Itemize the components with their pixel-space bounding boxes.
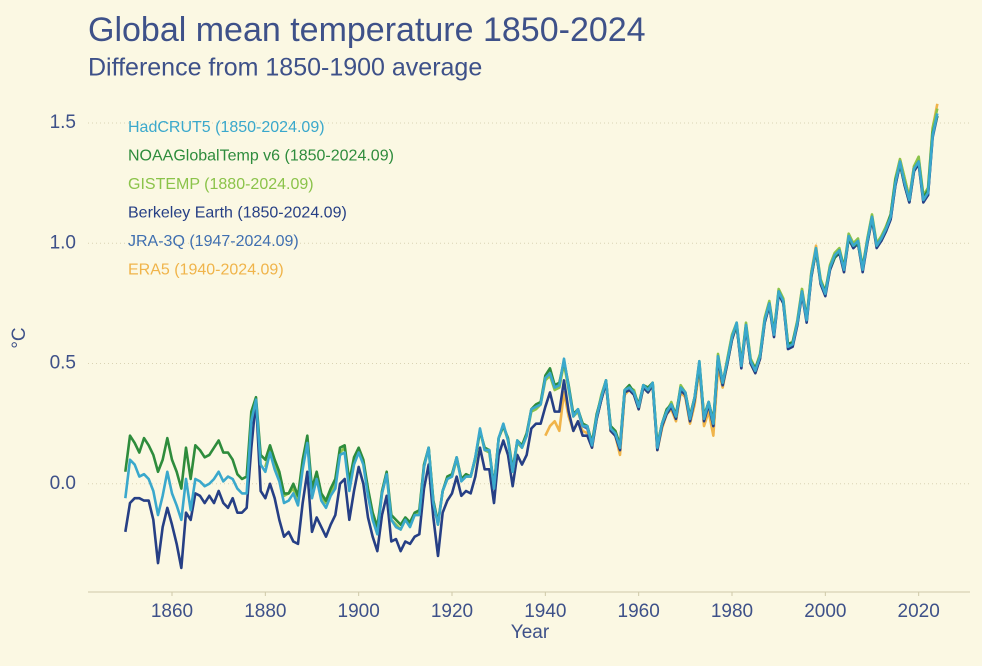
legend-entry: Berkeley Earth (1850-2024.09) [128,205,347,222]
x-tick-label: 2020 [898,601,940,622]
legend-entry: HadCRUT5 (1850-2024.09) [128,119,325,136]
x-tick-label: 1860 [151,601,193,622]
chart-subtitle: Difference from 1850-1900 average [88,54,482,82]
x-axis-label: Year [511,622,550,643]
x-tick-label: 2000 [804,601,846,622]
y-axis-label: °C [9,327,30,348]
legend-entry: NOAAGlobalTemp v6 (1850-2024.09) [128,148,394,165]
y-tick-label: 0.5 [50,353,76,374]
x-tick-label: 1920 [431,601,473,622]
legend-entry: GISTEMP (1880-2024.09) [128,176,314,193]
y-tick-label: 1.5 [50,112,76,133]
x-tick-label: 1900 [338,601,380,622]
legend-entry: JRA-3Q (1947-2024.09) [128,233,299,250]
y-tick-label: 0.0 [50,473,76,494]
x-tick-label: 1880 [244,601,286,622]
x-tick-label: 1940 [524,601,566,622]
series-line [124,113,939,536]
x-tick-label: 1960 [618,601,660,622]
x-tick-label: 1980 [711,601,753,622]
chart-title: Global mean temperature 1850-2024 [88,11,646,49]
legend-entry: ERA5 (1940-2024.09) [128,262,284,279]
y-tick-label: 1.0 [50,232,76,253]
